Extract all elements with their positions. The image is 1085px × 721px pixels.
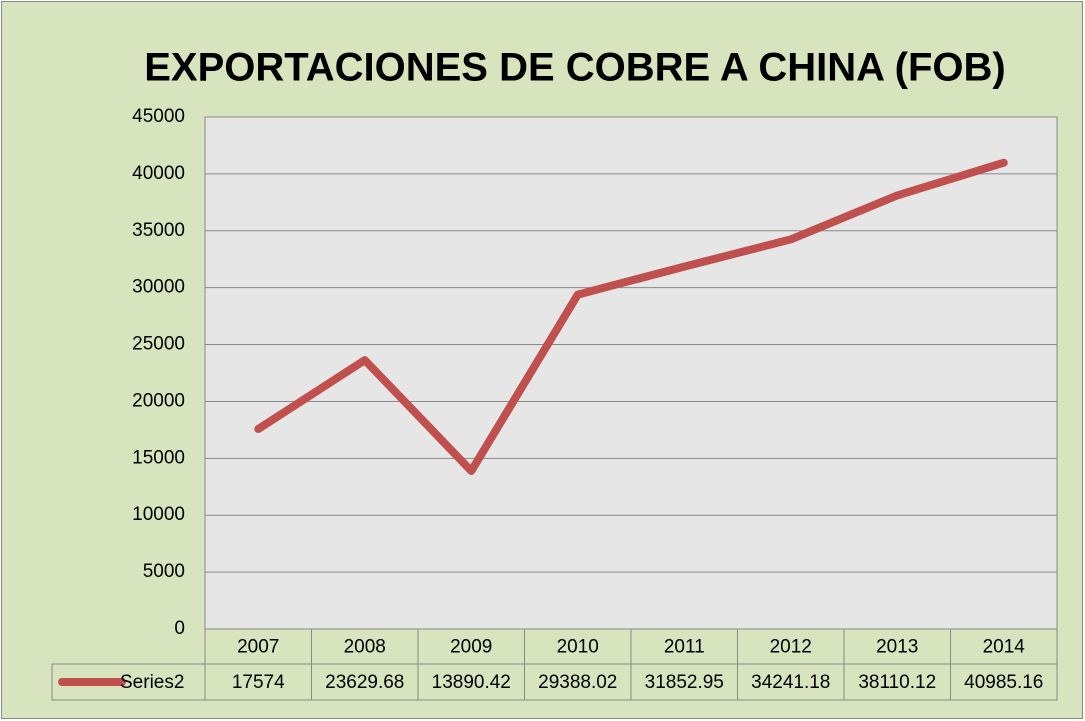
y-tick-label: 40000 [132,163,185,184]
legend-label: Series2 [120,672,184,693]
data-table-value: 40985.16 [964,672,1043,693]
data-table-value: 38110.12 [858,672,936,693]
y-tick-label: 35000 [132,220,185,241]
x-tick-label: 2011 [664,637,705,658]
x-tick-label: 2009 [450,637,492,658]
data-table-value: 17574 [232,672,285,693]
x-tick-label: 2008 [344,637,386,658]
y-tick-label: 20000 [132,390,185,411]
x-tick-label: 2012 [770,637,812,658]
y-tick-label: 10000 [132,504,185,525]
y-tick-label: 30000 [132,277,185,298]
y-tick-label: 15000 [132,447,185,468]
y-tick-label: 25000 [132,334,185,355]
x-tick-label: 2014 [983,637,1026,658]
plot-area [204,116,1058,630]
x-tick-label: 2010 [557,637,599,658]
data-table-value: 13890.42 [432,672,511,693]
y-tick-label: 5000 [143,561,185,582]
data-table-value: 23629.68 [325,672,404,693]
data-table-value: 34241.18 [751,672,830,693]
chart-title: EXPORTACIONES DE COBRE A CHINA (FOB) [144,46,1006,90]
x-tick-label: 2013 [876,637,918,658]
data-line [254,158,1008,475]
x-tick-label: 2007 [237,637,279,658]
y-tick-label: 0 [174,618,185,639]
y-tick-label: 45000 [132,106,185,127]
data-table-value: 31852.95 [645,672,724,693]
data-table-value: 29388.02 [538,672,617,693]
